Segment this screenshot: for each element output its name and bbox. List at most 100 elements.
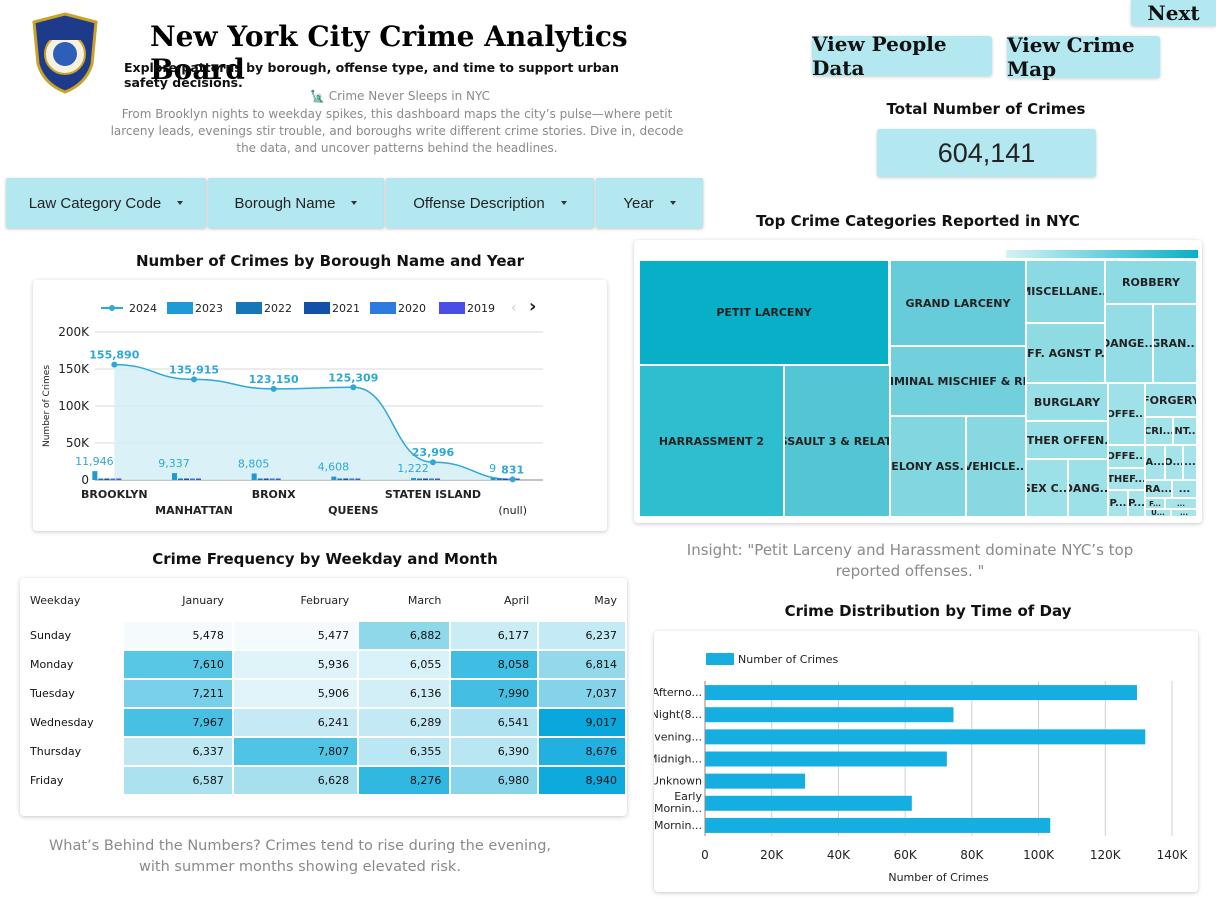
- bar-2023[interactable]: [92, 471, 98, 480]
- heatmap-cell[interactable]: 5,906: [233, 680, 358, 707]
- heatmap-cell[interactable]: 6,390: [451, 738, 538, 765]
- bar-2023[interactable]: [251, 473, 257, 480]
- heatmap-cell[interactable]: 6,628: [233, 767, 358, 794]
- treemap-cell[interactable]: FELONY ASS...: [890, 416, 966, 517]
- treemap-cell[interactable]: ...: [1183, 445, 1197, 480]
- treemap-cell[interactable]: DANGE...: [1105, 304, 1153, 383]
- time-bar[interactable]: [705, 729, 1146, 745]
- treemap-cell[interactable]: FORGERY: [1145, 383, 1197, 417]
- heatmap-cell[interactable]: 6,355: [359, 738, 450, 765]
- bar-2023[interactable]: [172, 473, 177, 480]
- heatmap-cell[interactable]: 6,882: [359, 622, 450, 649]
- treemap-cell[interactable]: P...: [1128, 490, 1145, 517]
- bar-2022[interactable]: [496, 478, 502, 481]
- legend-prev-icon[interactable]: ‹: [511, 300, 517, 316]
- treemap-cell[interactable]: CRIMINAL MISCHIEF & RE...: [890, 346, 1026, 416]
- filter-year[interactable]: Year: [596, 178, 703, 228]
- heatmap-cell[interactable]: 6,136: [359, 680, 450, 707]
- bar-2022[interactable]: [98, 478, 104, 481]
- bar-2023[interactable]: [331, 476, 337, 480]
- legend-label[interactable]: 2024: [129, 302, 157, 315]
- treemap-cell[interactable]: DANG...: [1068, 459, 1108, 517]
- view-crime-map-button[interactable]: View Crime Map: [1007, 33, 1160, 81]
- bar-2019[interactable]: [514, 478, 520, 481]
- point-2024[interactable]: [270, 385, 277, 392]
- bar-2020[interactable]: [429, 478, 434, 481]
- treemap-cell[interactable]: ASSAULT 3 & RELAT...: [784, 365, 890, 517]
- treemap-cell[interactable]: F...: [1145, 498, 1165, 509]
- time-bar[interactable]: [705, 773, 806, 789]
- time-bar[interactable]: [705, 685, 1137, 701]
- time-bar[interactable]: [705, 707, 954, 723]
- filter-law-category[interactable]: Law Category Code: [6, 178, 206, 228]
- point-2024[interactable]: [191, 376, 197, 383]
- heatmap-cell[interactable]: 7,967: [124, 709, 232, 736]
- treemap-cell[interactable]: VEHICLE...: [966, 416, 1026, 517]
- heatmap-cell[interactable]: 7,990: [451, 680, 538, 707]
- treemap-cell[interactable]: GRAN...: [1153, 304, 1197, 383]
- legend-label[interactable]: 2019: [467, 302, 495, 315]
- bar-2021[interactable]: [343, 478, 349, 481]
- treemap-cell[interactable]: ...: [1165, 498, 1197, 509]
- heatmap-cell[interactable]: 9,017: [539, 709, 625, 736]
- heatmap-cell[interactable]: 5,936: [233, 651, 358, 678]
- view-people-data-button[interactable]: View People Data: [812, 32, 992, 80]
- treemap-cell[interactable]: A...: [1145, 445, 1165, 480]
- bar-2020[interactable]: [190, 478, 195, 481]
- filter-borough[interactable]: Borough Name: [208, 178, 384, 228]
- legend-label[interactable]: 2020: [398, 302, 426, 315]
- bar-2019[interactable]: [435, 478, 440, 481]
- legend-label[interactable]: 2022: [264, 302, 292, 315]
- bar-2019[interactable]: [275, 478, 281, 481]
- time-bar[interactable]: [705, 817, 1051, 833]
- treemap-cell[interactable]: ROBBERY: [1105, 260, 1197, 304]
- heatmap-cell[interactable]: 8,940: [539, 767, 625, 794]
- filter-offense[interactable]: Offense Description: [386, 178, 594, 228]
- point-2024[interactable]: [111, 361, 118, 368]
- treemap-cell[interactable]: CRI...: [1145, 417, 1173, 445]
- heatmap-cell[interactable]: 7,807: [233, 738, 358, 765]
- bar-2021[interactable]: [104, 478, 110, 481]
- legend-label[interactable]: 2021: [332, 302, 360, 315]
- time-bar[interactable]: [705, 795, 912, 811]
- heatmap-cell[interactable]: 8,676: [539, 738, 625, 765]
- bar-2022[interactable]: [178, 478, 183, 481]
- legend-label[interactable]: Number of Crimes: [738, 653, 839, 666]
- heatmap-cell[interactable]: 6,337: [124, 738, 232, 765]
- treemap-cell[interactable]: ...: [1171, 509, 1197, 517]
- treemap-cell[interactable]: PETIT LARCENY: [639, 260, 889, 365]
- bar-2020[interactable]: [349, 478, 355, 481]
- treemap-cell[interactable]: OTHER OFFEN...: [1026, 421, 1108, 459]
- bar-2021[interactable]: [423, 478, 428, 481]
- heatmap-cell[interactable]: 8,058: [451, 651, 538, 678]
- bar-2021[interactable]: [502, 478, 508, 481]
- bar-2021[interactable]: [184, 478, 189, 481]
- treemap-cell[interactable]: OFF. AGNST P...: [1026, 323, 1105, 383]
- bar-2019[interactable]: [116, 478, 122, 481]
- heatmap-cell[interactable]: 7,211: [124, 680, 232, 707]
- heatmap-cell[interactable]: 6,541: [451, 709, 538, 736]
- legend-label[interactable]: 2023: [195, 302, 223, 315]
- heatmap-cell[interactable]: 6,980: [451, 767, 538, 794]
- bar-2019[interactable]: [196, 478, 201, 481]
- bar-2021[interactable]: [263, 478, 269, 481]
- treemap-cell[interactable]: U...: [1145, 509, 1171, 517]
- treemap-cell[interactable]: P...: [1108, 490, 1128, 517]
- treemap-cell[interactable]: RA...: [1145, 480, 1172, 498]
- legend-next-icon[interactable]: ›: [529, 296, 536, 317]
- treemap-cell[interactable]: OFFE...: [1108, 383, 1145, 445]
- heatmap-cell[interactable]: 5,478: [124, 622, 232, 649]
- treemap-cell[interactable]: INT...: [1173, 417, 1197, 445]
- time-bar[interactable]: [705, 751, 947, 767]
- bar-2020[interactable]: [110, 478, 116, 481]
- heatmap-cell[interactable]: 8,276: [359, 767, 450, 794]
- treemap-cell[interactable]: SEX C...: [1026, 459, 1068, 517]
- bar-2022[interactable]: [337, 478, 343, 481]
- bar-2022[interactable]: [417, 478, 422, 481]
- treemap-cell[interactable]: OFFE...: [1108, 445, 1145, 468]
- treemap-cell[interactable]: BURGLARY: [1026, 383, 1108, 421]
- heatmap-cell[interactable]: 6,289: [359, 709, 450, 736]
- heatmap-cell[interactable]: 6,055: [359, 651, 450, 678]
- heatmap-cell[interactable]: 7,610: [124, 651, 232, 678]
- bar-2023[interactable]: [411, 478, 416, 480]
